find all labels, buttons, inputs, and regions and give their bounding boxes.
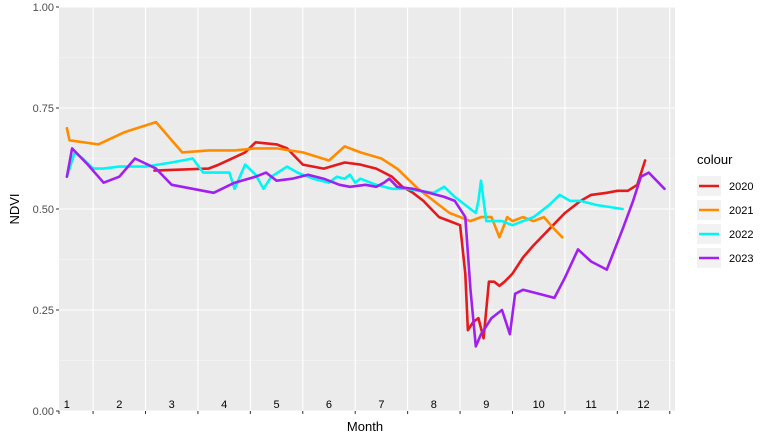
legend-label-2020: 2020 <box>729 181 753 193</box>
y-tick-label: 0.50 <box>33 204 54 216</box>
month-label: 6 <box>326 399 332 411</box>
month-label: 5 <box>274 399 280 411</box>
month-label: 12 <box>637 399 649 411</box>
y-tick-label: 0.25 <box>33 305 54 317</box>
month-label: 1 <box>64 399 70 411</box>
major-gridlines <box>59 6 675 412</box>
y-tick-label: 1.00 <box>33 2 54 14</box>
series-line-2022 <box>65 151 624 227</box>
series-line-2021 <box>65 120 564 239</box>
month-label: 9 <box>483 399 489 411</box>
minor-gridlines <box>59 57 675 361</box>
series-line-2020 <box>153 141 647 340</box>
series-lines <box>65 120 666 348</box>
legend-label-2022: 2022 <box>729 229 753 241</box>
legend-label-2021: 2021 <box>729 205 753 217</box>
legend-label-2023: 2023 <box>729 253 753 265</box>
month-label: 7 <box>378 399 384 411</box>
y-axis: 0.00 0.25 0.50 0.75 1.00 <box>33 2 59 418</box>
month-label: 11 <box>585 399 596 411</box>
month-label: 4 <box>221 399 227 411</box>
month-label: 10 <box>533 399 545 411</box>
month-label: 2 <box>116 399 122 411</box>
x-axis <box>58 411 671 414</box>
month-labels: 1 2 3 4 5 6 7 8 9 10 11 12 <box>64 399 650 411</box>
month-label: 8 <box>431 399 437 411</box>
x-axis-title: Month <box>347 419 383 434</box>
legend: colour 2020 2021 2022 2023 <box>697 152 753 268</box>
month-label: 3 <box>169 399 175 411</box>
series-line-2023 <box>65 147 666 348</box>
y-tick-label: 0.00 <box>33 406 54 418</box>
y-tick-label: 0.75 <box>33 103 54 115</box>
legend-title: colour <box>697 152 733 167</box>
y-axis-title: NDVI <box>7 193 22 224</box>
